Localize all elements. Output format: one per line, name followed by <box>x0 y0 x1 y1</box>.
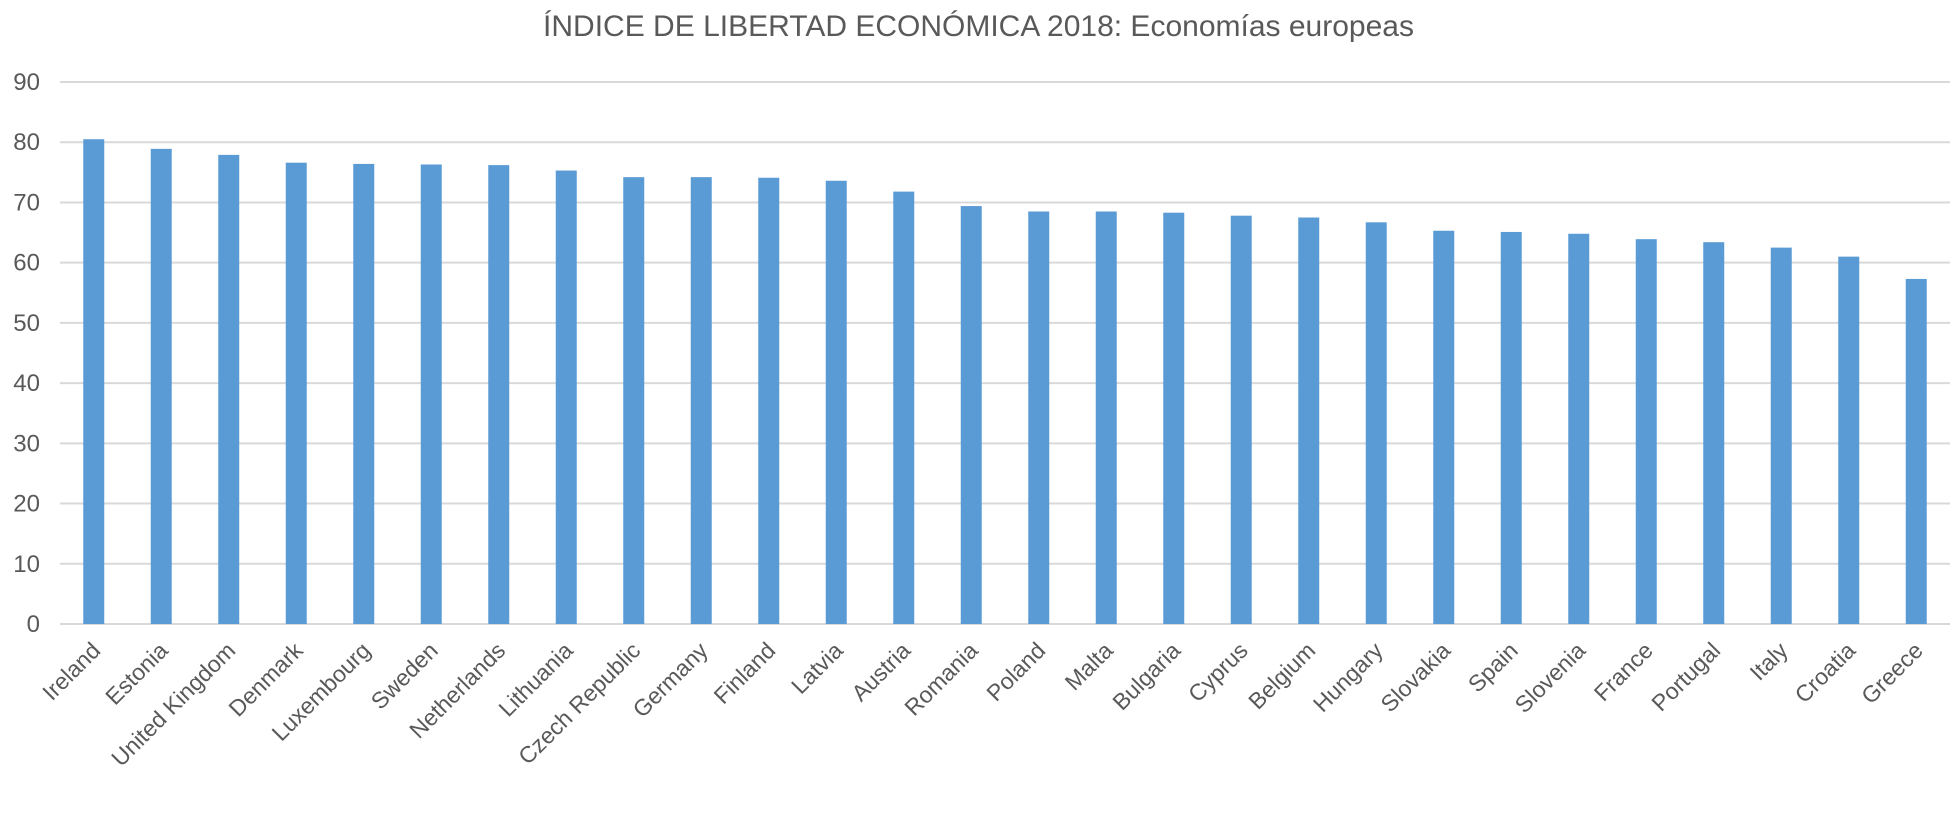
bar-sweden <box>420 164 442 624</box>
bar-netherlands <box>488 165 510 624</box>
y-tick-label: 80 <box>13 129 40 156</box>
x-tick-label: Hungary <box>1308 637 1388 717</box>
bar-poland <box>1028 211 1050 624</box>
bar-luxembourg <box>353 163 375 624</box>
y-tick-label: 60 <box>13 250 40 277</box>
x-tick-label: Portugal <box>1646 637 1725 716</box>
bar-austria <box>893 191 915 625</box>
bar-slovakia <box>1433 230 1455 624</box>
y-tick-label: 40 <box>13 370 40 397</box>
y-tick-label: 70 <box>13 189 40 216</box>
x-tick-label: Finland <box>709 637 781 709</box>
bar-portugal <box>1703 242 1725 625</box>
bar-denmark <box>285 162 307 624</box>
bar-slovenia <box>1568 233 1590 624</box>
x-tick-label: Poland <box>981 637 1050 706</box>
x-tick-label: Slovenia <box>1510 637 1591 718</box>
x-tick-label: Croatia <box>1789 637 1860 708</box>
y-tick-label: 20 <box>13 491 40 518</box>
bar-hungary <box>1365 222 1387 624</box>
x-tick-label: Bulgaria <box>1107 637 1185 715</box>
y-tick-label: 10 <box>13 551 40 578</box>
x-tick-label: Czech Republic <box>513 637 645 769</box>
y-tick-label: 30 <box>13 430 40 457</box>
x-tick-label: Belgium <box>1243 637 1320 714</box>
y-tick-label: 0 <box>27 611 40 638</box>
bar-malta <box>1095 211 1117 624</box>
bar-united-kingdom <box>218 154 240 624</box>
bar-latvia <box>825 180 847 624</box>
y-tick-label: 90 <box>13 69 40 96</box>
x-tick-label: Germany <box>628 637 714 723</box>
y-tick-label: 50 <box>13 310 40 337</box>
x-tick-label: United Kingdom <box>106 637 240 771</box>
x-tick-label: Slovakia <box>1375 637 1455 717</box>
bar-bulgaria <box>1163 212 1185 624</box>
x-tick-label: Romania <box>899 637 983 721</box>
bar-greece <box>1905 278 1927 624</box>
x-tick-label: Malta <box>1060 637 1118 695</box>
x-tick-label: Greece <box>1856 637 1928 709</box>
x-tick-label: Cyprus <box>1183 637 1253 707</box>
x-tick-label: Italy <box>1745 637 1794 686</box>
x-tick-label: Ireland <box>37 637 105 705</box>
x-tick-label: Spain <box>1463 637 1523 697</box>
chart-title: ÍNDICE DE LIBERTAD ECONÓMICA 2018: Econo… <box>543 10 1414 43</box>
bar-france <box>1635 239 1657 624</box>
bar-spain <box>1500 231 1522 624</box>
bar-estonia <box>150 148 172 624</box>
bar-finland <box>758 177 780 624</box>
bar-ireland <box>83 139 105 624</box>
bar-italy <box>1770 247 1792 624</box>
bar-belgium <box>1298 217 1320 624</box>
bar-cyprus <box>1230 215 1252 624</box>
bar-germany <box>690 177 712 624</box>
x-tick-label: Latvia <box>786 637 848 699</box>
bar-czech-republic <box>623 177 645 624</box>
bar-romania <box>960 206 982 624</box>
bar-lithuania <box>555 170 577 624</box>
bar-croatia <box>1838 256 1860 624</box>
